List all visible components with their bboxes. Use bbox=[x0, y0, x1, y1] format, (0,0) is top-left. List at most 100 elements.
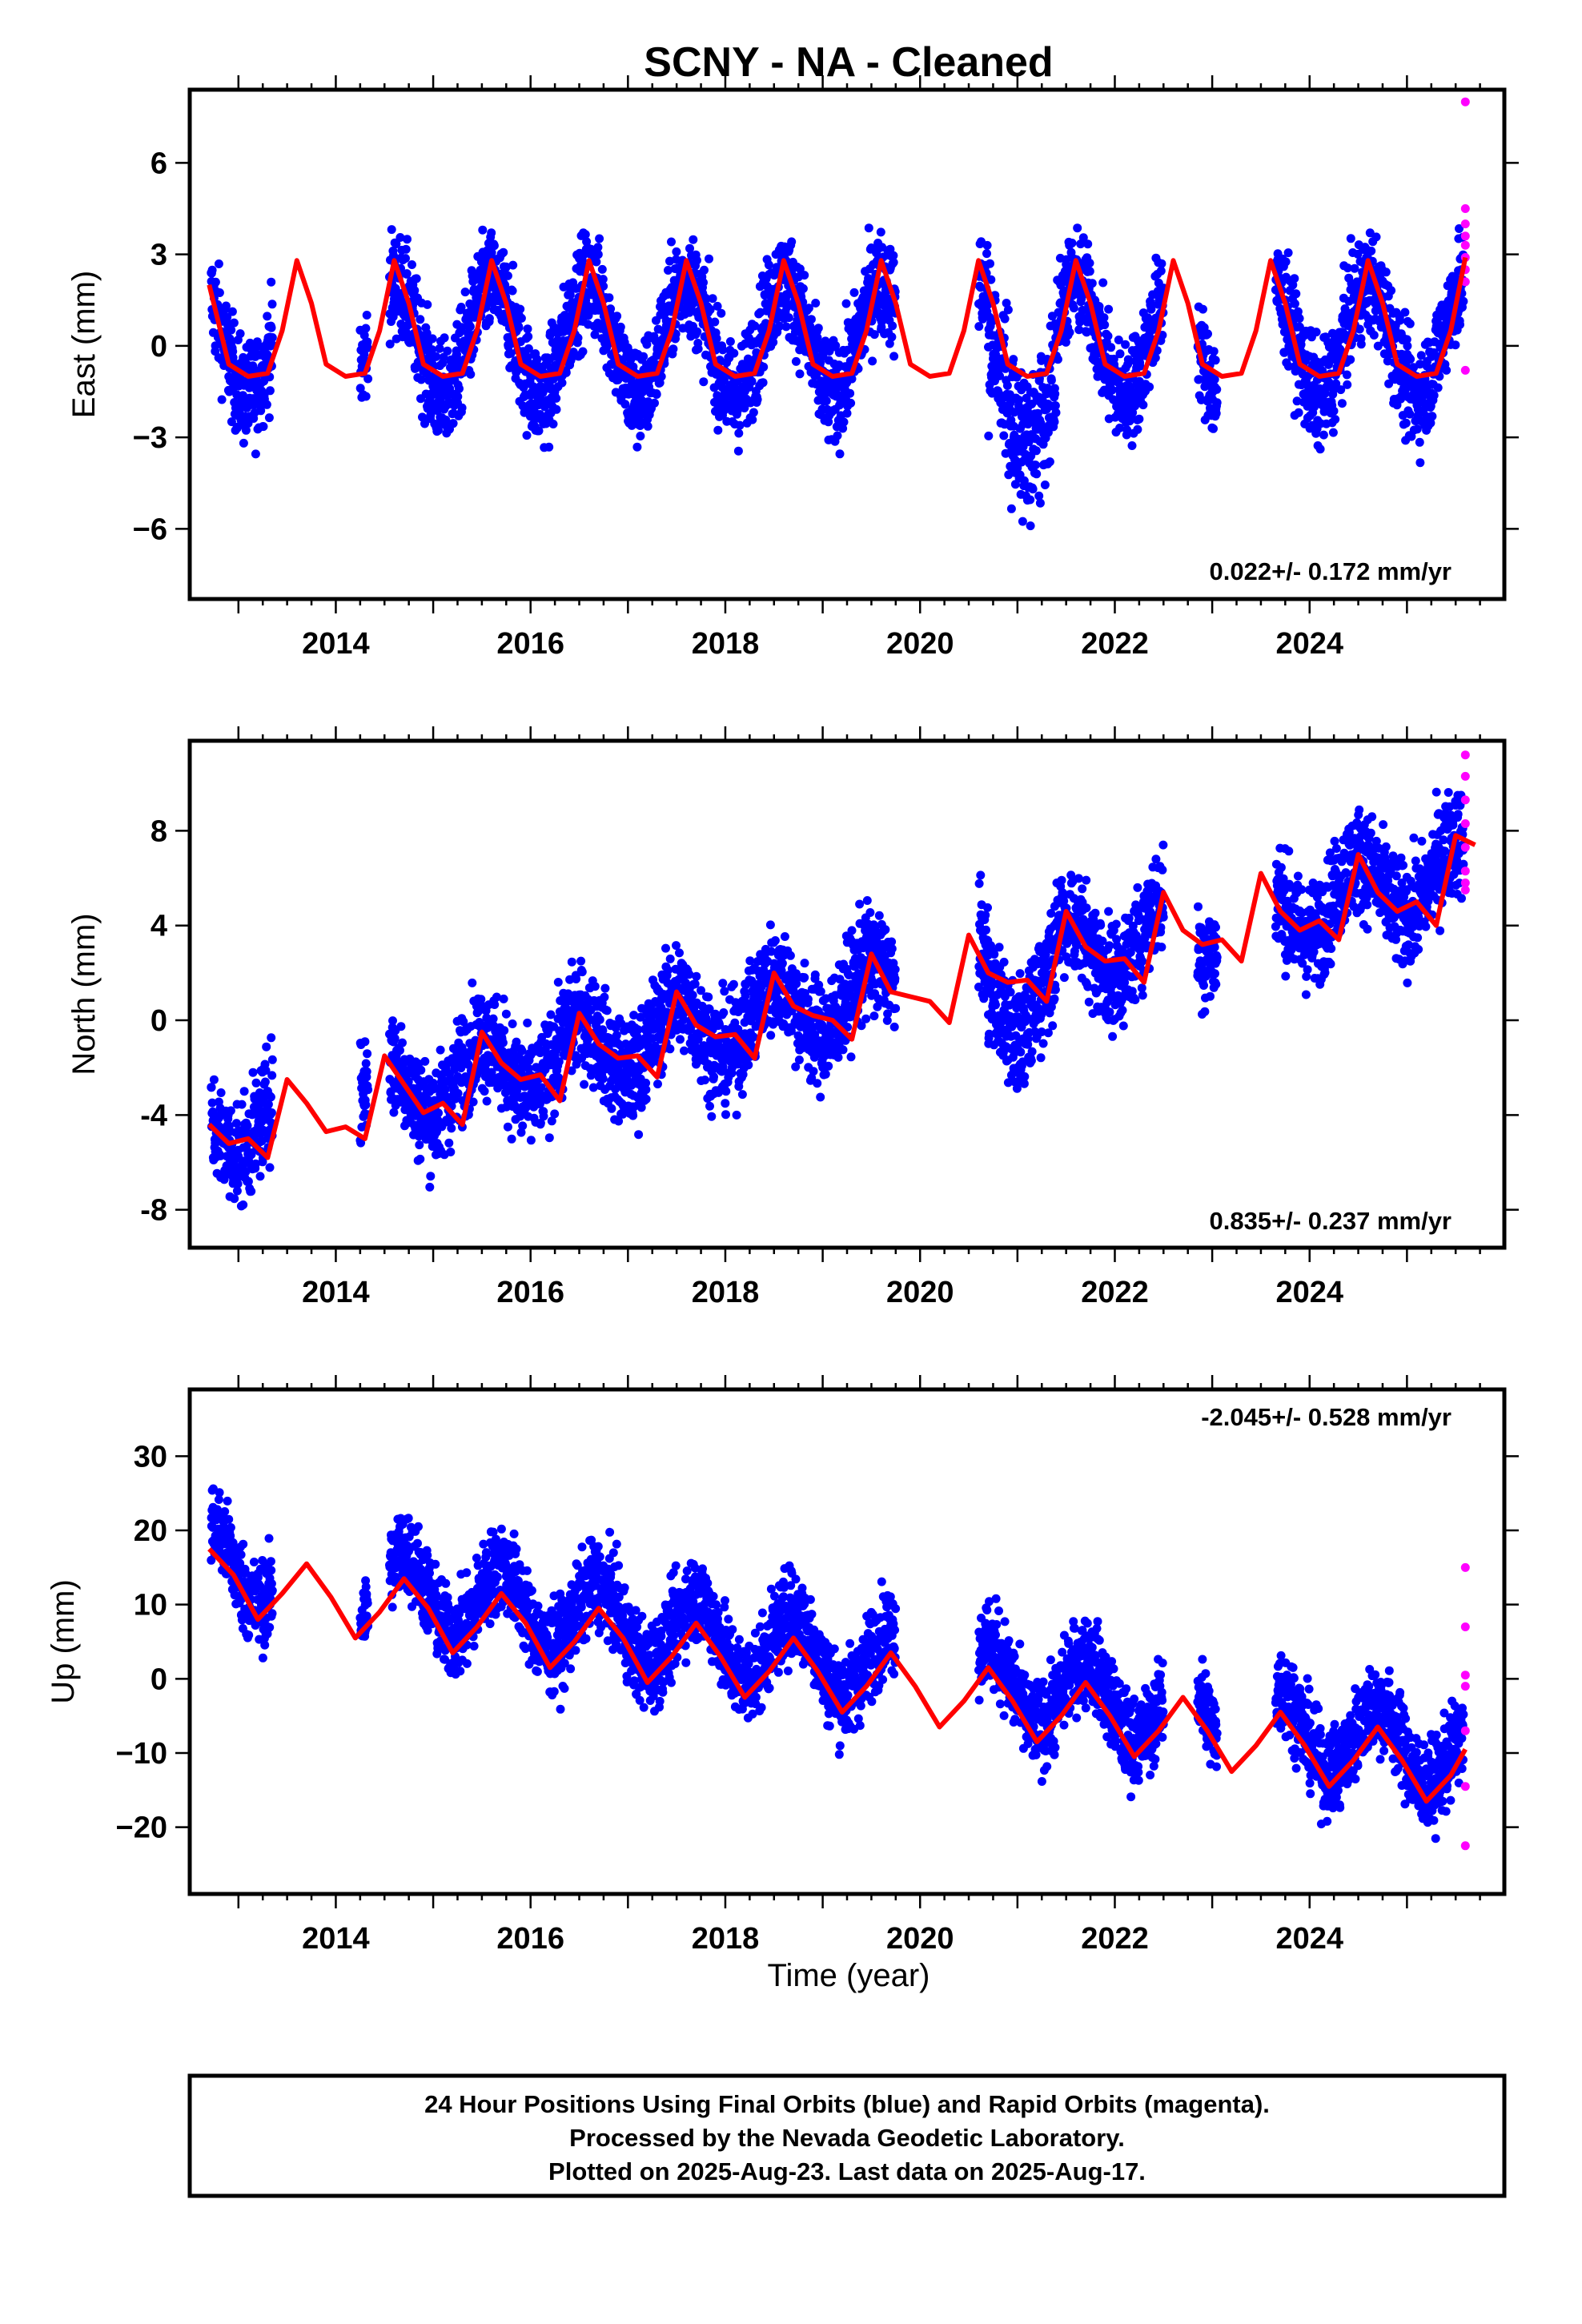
final-orbit-point bbox=[534, 426, 544, 436]
final-orbit-point bbox=[361, 324, 371, 333]
final-orbit-point bbox=[639, 352, 648, 361]
final-orbit-point bbox=[1127, 441, 1137, 450]
final-orbit-point bbox=[806, 315, 816, 324]
final-orbit-point bbox=[642, 340, 652, 349]
final-orbit-point bbox=[228, 353, 238, 362]
final-orbit-point bbox=[560, 311, 569, 320]
final-orbit-point bbox=[412, 274, 421, 283]
final-orbit-point bbox=[699, 278, 708, 287]
final-orbit-point bbox=[248, 1068, 258, 1077]
final-orbit-point bbox=[524, 1063, 533, 1073]
final-orbit-point bbox=[229, 318, 239, 328]
final-orbit-point bbox=[887, 332, 897, 342]
final-orbit-point bbox=[599, 281, 608, 291]
final-orbit-point bbox=[1416, 351, 1426, 360]
final-orbit-point bbox=[503, 1122, 512, 1132]
final-orbit-point bbox=[425, 1182, 435, 1192]
y-tick-label: −6 bbox=[133, 513, 167, 546]
final-orbit-point bbox=[544, 1133, 554, 1143]
final-orbit-point bbox=[361, 1059, 371, 1068]
final-orbit-point bbox=[693, 344, 703, 354]
final-orbit-point bbox=[359, 331, 369, 340]
final-orbit-point bbox=[388, 1016, 397, 1026]
final-orbit-point bbox=[750, 321, 760, 331]
final-orbit-point bbox=[362, 1067, 371, 1076]
final-orbit-point bbox=[974, 322, 984, 332]
final-orbit-point bbox=[1415, 437, 1424, 447]
final-orbit-point bbox=[396, 1046, 404, 1055]
final-orbit-point bbox=[593, 243, 603, 252]
final-orbit-point bbox=[209, 1075, 219, 1084]
final-orbit-point bbox=[606, 304, 616, 314]
final-orbit-point bbox=[846, 398, 856, 408]
final-orbit-point bbox=[518, 1121, 528, 1131]
final-orbit-point bbox=[1369, 331, 1379, 340]
final-orbit-point bbox=[748, 415, 757, 424]
final-orbit-point bbox=[735, 420, 745, 430]
final-orbit-point bbox=[267, 1033, 276, 1043]
final-orbit-point bbox=[1346, 234, 1355, 243]
final-orbit-point bbox=[363, 374, 373, 384]
final-orbit-point bbox=[590, 330, 600, 340]
final-orbit-point bbox=[1387, 286, 1396, 296]
final-orbit-point bbox=[1050, 401, 1060, 410]
final-orbit-point bbox=[1006, 504, 1016, 513]
final-orbit-point bbox=[1199, 304, 1207, 314]
data-layer bbox=[207, 750, 1476, 1211]
final-orbit-point bbox=[781, 322, 791, 332]
final-orbit-point bbox=[554, 1057, 564, 1067]
final-orbit-point bbox=[1403, 341, 1412, 351]
final-orbit-point bbox=[552, 404, 561, 414]
final-orbit-point bbox=[595, 234, 604, 243]
final-orbit-point bbox=[652, 390, 661, 399]
rapid-orbit-point bbox=[1460, 365, 1470, 375]
final-orbit-point bbox=[245, 338, 255, 348]
final-orbit-point bbox=[729, 348, 739, 358]
final-orbit-point bbox=[769, 337, 778, 347]
final-orbit-point bbox=[263, 312, 272, 321]
final-orbit-point bbox=[576, 956, 586, 966]
final-orbit-point bbox=[434, 1108, 443, 1118]
final-orbit-point bbox=[1000, 314, 1010, 324]
final-orbit-point bbox=[1433, 383, 1443, 392]
final-orbit-point bbox=[693, 327, 702, 336]
final-orbit-point bbox=[693, 255, 701, 265]
final-orbit-point bbox=[1429, 391, 1439, 400]
final-orbit-point bbox=[415, 1140, 424, 1150]
final-orbit-point bbox=[885, 339, 894, 348]
final-orbit-point bbox=[216, 1088, 226, 1097]
final-orbit-point bbox=[1331, 415, 1340, 424]
final-orbit-point bbox=[1455, 224, 1464, 233]
final-orbit-point bbox=[1114, 336, 1123, 344]
final-orbit-point bbox=[804, 304, 813, 313]
final-orbit-point bbox=[490, 1000, 500, 1009]
final-orbit-point bbox=[398, 1038, 407, 1047]
final-orbit-point bbox=[849, 287, 859, 297]
data-layer bbox=[207, 97, 1470, 531]
final-orbit-point bbox=[715, 356, 725, 365]
final-orbit-point bbox=[1293, 307, 1303, 316]
final-orbit-point bbox=[1073, 223, 1082, 233]
final-orbit-point bbox=[595, 1015, 604, 1024]
rapid-orbit-point bbox=[1460, 240, 1470, 250]
final-orbit-point bbox=[632, 442, 642, 452]
final-orbit-point bbox=[580, 1080, 589, 1089]
final-orbit-point bbox=[580, 230, 590, 239]
final-orbit-point bbox=[612, 1031, 621, 1040]
final-orbit-point bbox=[401, 254, 410, 263]
final-orbit-point bbox=[1143, 313, 1153, 323]
final-orbit-point bbox=[226, 1106, 235, 1116]
final-orbit-point bbox=[361, 392, 371, 401]
final-orbit-point bbox=[986, 259, 994, 268]
final-orbit-point bbox=[256, 406, 266, 416]
final-orbit-point bbox=[847, 374, 857, 384]
final-orbit-point bbox=[833, 431, 842, 440]
final-orbit-point bbox=[713, 425, 723, 435]
final-orbit-point bbox=[1085, 267, 1094, 276]
final-orbit-point bbox=[888, 321, 897, 331]
final-orbit-point bbox=[466, 369, 476, 379]
final-orbit-point bbox=[548, 420, 558, 428]
final-orbit-point bbox=[1209, 424, 1218, 433]
final-orbit-point bbox=[889, 258, 898, 267]
final-orbit-point bbox=[598, 1026, 608, 1035]
